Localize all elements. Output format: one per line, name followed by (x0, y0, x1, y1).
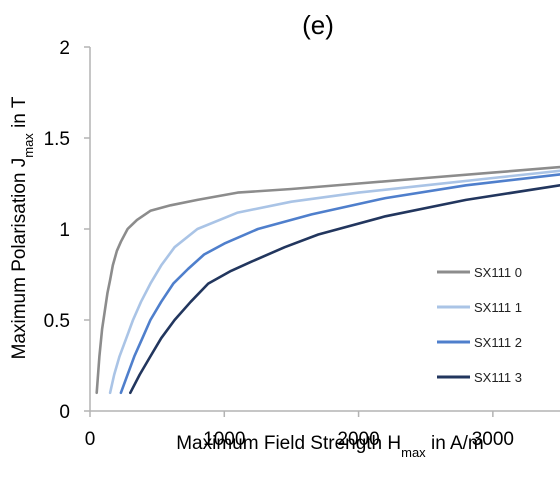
series-line-2 (119, 173, 560, 395)
y-tick-label: 0.5 (44, 311, 70, 332)
y-tick-label: 1.5 (44, 129, 70, 150)
x-tick-label: 1000 (203, 429, 245, 450)
x-axis-title-main: Maximum Field Strength H (176, 433, 401, 454)
x-axis-title-subscript: max (401, 445, 426, 460)
series-line-0 (95, 165, 560, 395)
legend: SX111 0 SX111 1 SX111 2 SX111 3 (437, 265, 522, 385)
plot-frame (89, 47, 560, 412)
y-axis-title-unit: in T (9, 96, 30, 133)
x-axis-title-unit: in A/m (426, 433, 484, 454)
x-axis-title: Maximum Field Strength Hmax in A/m (176, 433, 484, 460)
y-tick-label: 1 (59, 220, 70, 241)
x-tick-label: 2000 (337, 429, 379, 450)
y-axis-title-main: Maximum Polarisation J (9, 158, 30, 360)
series-lines (95, 165, 560, 395)
legend-label: SX111 3 (474, 370, 522, 385)
legend-label: SX111 1 (474, 300, 522, 315)
x-tick-label: 0 (85, 429, 96, 450)
y-tick-label: 0 (59, 402, 70, 423)
legend-label: SX111 0 (474, 265, 522, 280)
panel-label: (e) (302, 10, 334, 40)
x-tick-label: 3000 (472, 429, 514, 450)
x-tick-group: 0 1000 2000 3000 (85, 411, 514, 450)
series-line-1 (108, 169, 560, 395)
series-line-3 (129, 184, 560, 395)
y-tick-label: 2 (59, 38, 70, 59)
y-axis-title: Maximum Polarisation Jmax in T (9, 96, 36, 359)
y-tick-group: 0 0.5 1 1.5 2 (44, 38, 90, 423)
y-axis-title-subscript: max (21, 133, 36, 158)
legend-label: SX111 2 (474, 335, 522, 350)
